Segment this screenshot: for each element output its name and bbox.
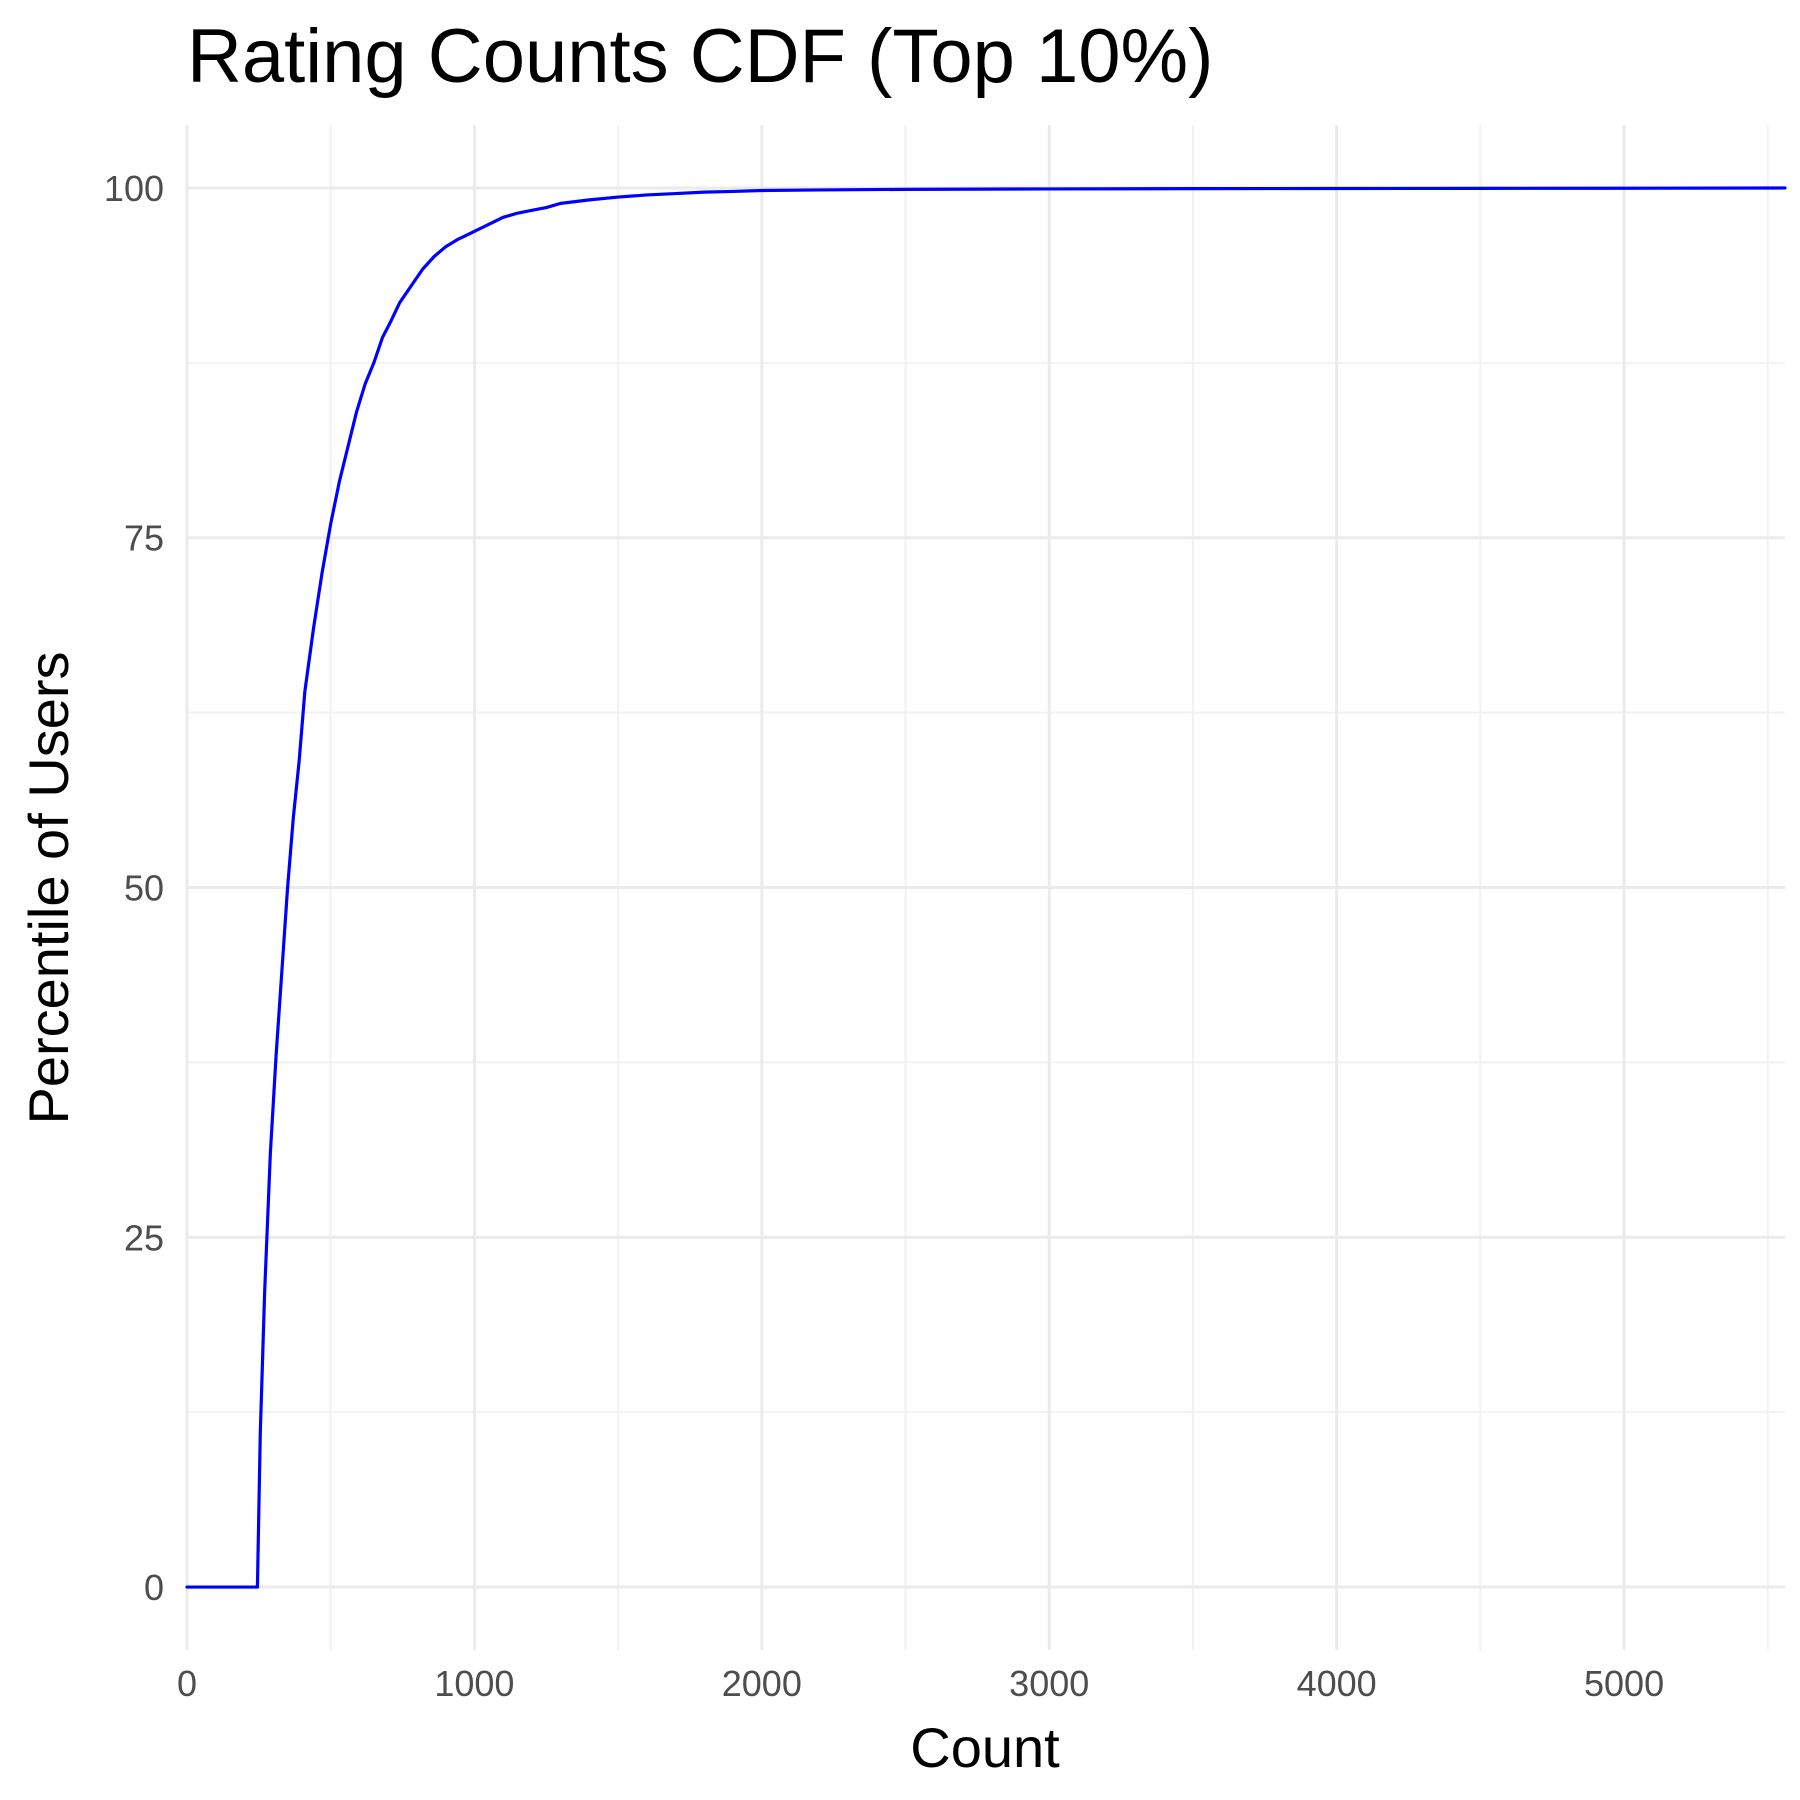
y-tick-label: 75	[124, 518, 164, 559]
x-tick-label: 3000	[1009, 1663, 1089, 1704]
grid	[187, 125, 1785, 1650]
y-axis-ticks: 0 25 50 75 100	[104, 168, 164, 1608]
y-tick-label: 25	[124, 1217, 164, 1258]
y-tick-label: 0	[144, 1567, 164, 1608]
x-tick-label: 2000	[722, 1663, 802, 1704]
x-tick-label: 1000	[434, 1663, 514, 1704]
x-tick-label: 5000	[1584, 1663, 1664, 1704]
y-axis-title: Percentile of Users	[17, 651, 80, 1124]
x-axis-ticks: 0 1000 2000 3000 4000 5000	[177, 1663, 1664, 1704]
y-tick-label: 100	[104, 168, 164, 209]
x-tick-label: 0	[177, 1663, 197, 1704]
chart-title: Rating Counts CDF (Top 10%)	[187, 14, 1213, 99]
y-tick-label: 50	[124, 868, 164, 909]
x-axis-title: Count	[910, 1716, 1060, 1779]
x-tick-label: 4000	[1297, 1663, 1377, 1704]
